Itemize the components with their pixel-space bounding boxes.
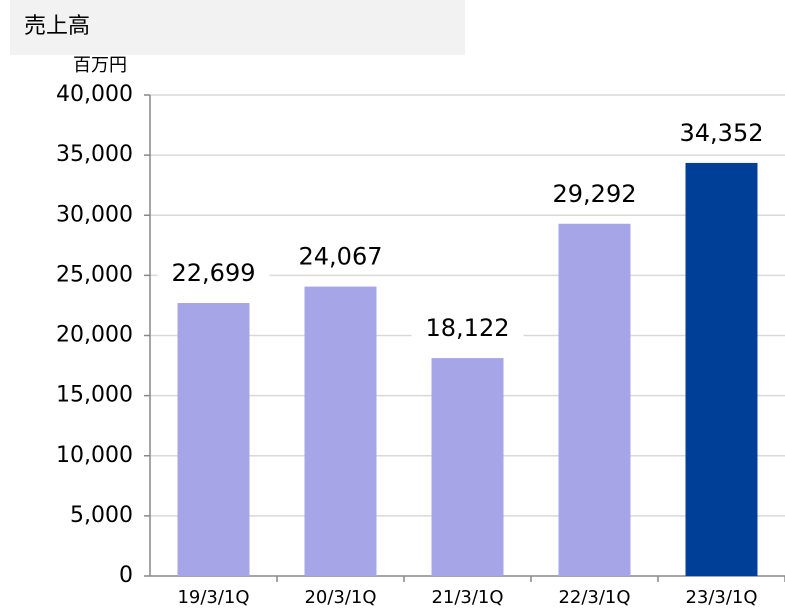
y-unit: 百万円: [73, 55, 127, 76]
y-tick-label: 20,000: [56, 323, 133, 348]
y-tick-label: 10,000: [56, 443, 133, 468]
value-label-bg: [665, 116, 778, 151]
bar: [177, 303, 250, 576]
value-label: 29,292: [553, 180, 637, 208]
value-label: 22,699: [172, 259, 256, 287]
value-label-bg: [411, 312, 524, 347]
y-tick-label: 5,000: [70, 503, 133, 528]
bar: [685, 162, 758, 576]
value-label-bg: [157, 257, 270, 292]
value-label: 34,352: [680, 119, 764, 147]
value-label: 18,122: [426, 314, 510, 342]
chart-title: 売上高: [24, 14, 90, 39]
x-tick-label: 21/3/1Q: [431, 587, 503, 608]
y-tick-label: 0: [119, 563, 133, 588]
value-label-bg: [284, 240, 397, 275]
title-box: [10, 0, 465, 55]
x-tick-label: 19/3/1Q: [177, 587, 249, 608]
value-label: 24,067: [299, 243, 383, 271]
x-tick-label: 23/3/1Q: [685, 587, 757, 608]
y-tick-label: 15,000: [56, 383, 133, 408]
value-label-bg: [538, 177, 651, 212]
bar: [304, 286, 377, 576]
y-tick-label: 40,000: [56, 82, 133, 107]
y-tick-label: 30,000: [56, 202, 133, 227]
bar: [558, 223, 631, 576]
bar: [431, 358, 504, 576]
y-tick-label: 25,000: [56, 262, 133, 287]
x-tick-label: 20/3/1Q: [304, 587, 376, 608]
x-tick-label: 22/3/1Q: [558, 587, 630, 608]
y-tick-label: 35,000: [56, 142, 133, 167]
